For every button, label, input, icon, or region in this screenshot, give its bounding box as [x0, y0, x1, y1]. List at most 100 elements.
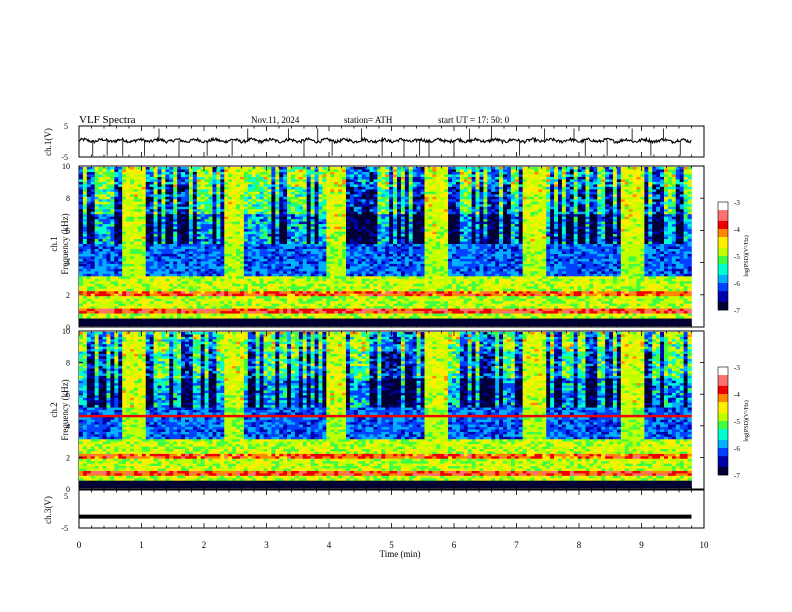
spectrogram-cell: [306, 308, 311, 312]
spectrogram-cell: [161, 241, 166, 245]
spectrogram-cell: [165, 201, 170, 205]
spectrogram-cell: [373, 174, 378, 178]
spectrogram-cell: [153, 229, 158, 232]
spectrogram-cell: [330, 167, 335, 170]
spectrogram-cell: [86, 231, 92, 235]
spectrogram-cell: [326, 236, 331, 240]
spectrogram-cell: [291, 209, 296, 213]
spectrogram-cell: [145, 214, 150, 217]
spectrogram-cell: [298, 184, 304, 188]
spectrogram-cell: [373, 216, 378, 220]
spectrogram-cell: [200, 283, 205, 287]
spectrogram-cell: [106, 321, 111, 324]
spectrogram-cell: [228, 271, 233, 275]
spectrogram-cell: [279, 204, 284, 208]
spectrogram-cell: [236, 184, 241, 188]
spectrogram-cell: [322, 204, 327, 208]
spectrogram-cell: [141, 296, 147, 299]
spectrogram-cell: [153, 271, 158, 275]
spectrogram-cell: [153, 204, 158, 208]
spectrogram-cell: [220, 298, 225, 302]
spectrogram-cell: [271, 221, 276, 225]
spectrogram-cell: [161, 278, 166, 282]
spectrogram-cell: [126, 196, 131, 200]
spectrogram-cell: [196, 288, 202, 292]
spectrogram-cell: [228, 256, 233, 260]
spectrogram-cell: [102, 234, 107, 237]
spectrogram-cell: [365, 194, 370, 198]
spectrogram-cell: [169, 214, 174, 217]
spectrogram-cell: [259, 179, 264, 183]
spectrogram-cell: [169, 246, 174, 250]
spectrogram-cell: [330, 321, 335, 324]
spectrogram-cell: [287, 214, 292, 217]
spectrogram-cell: [204, 301, 209, 304]
spectrogram-cell: [137, 266, 143, 270]
spectrogram-cell: [259, 258, 264, 262]
spectrogram-cell: [177, 236, 182, 240]
spectrogram-cell: [318, 276, 323, 280]
spectrogram-cell: [291, 298, 296, 302]
spectrogram-cell: [298, 224, 304, 227]
spectrogram-cell: [224, 174, 229, 178]
spectrogram-cell: [94, 214, 99, 217]
spectrogram-cell: [98, 179, 103, 183]
spectrogram-cell: [141, 298, 147, 302]
spectrogram-cell: [130, 201, 135, 205]
spectrogram-cell: [228, 179, 233, 183]
spectrogram-cell: [224, 244, 229, 247]
spectrogram-cell: [126, 283, 131, 287]
spectrogram-cell: [369, 196, 374, 200]
spectrogram-cell: [255, 239, 260, 242]
spectrogram-cell: [153, 268, 158, 272]
spectrogram-cell: [86, 298, 92, 302]
spectrogram-cell: [263, 244, 268, 247]
spectrogram-cell: [145, 246, 150, 250]
spectrogram-cell: [353, 224, 359, 227]
spectrogram-cell: [259, 209, 264, 213]
spectrogram-cell: [298, 221, 304, 225]
spectrogram-cell: [208, 301, 213, 304]
spectrogram-cell: [228, 273, 233, 277]
spectrogram-cell: [342, 216, 347, 220]
spectrogram-cell: [200, 231, 205, 235]
spectrogram-cell: [345, 258, 351, 262]
spectrogram-cell: [279, 266, 284, 270]
spectrogram-cell: [255, 318, 260, 322]
spectrogram-cell: [224, 256, 229, 260]
spectrogram-cell: [149, 248, 154, 252]
spectrogram-cell: [224, 169, 229, 173]
spectrogram-cell: [298, 288, 304, 292]
spectrogram-cell: [177, 316, 182, 319]
spectrogram-cell: [114, 256, 119, 260]
spectrogram-cell: [338, 167, 343, 170]
spectrogram-cell: [239, 239, 245, 242]
spectrogram-cell: [275, 318, 280, 322]
spectrogram-cell: [326, 288, 331, 292]
spectrogram-cell: [204, 251, 209, 255]
spectrogram-cell: [306, 234, 311, 237]
spectrogram-cell: [243, 263, 249, 267]
spectrogram-cell: [298, 296, 304, 299]
spectrogram-cell: [236, 244, 241, 247]
spectrogram-cell: [349, 167, 355, 170]
spectrogram-cell: [86, 196, 92, 200]
spectrogram-cell: [177, 251, 182, 255]
spectrogram-cell: [283, 244, 288, 247]
spectrogram-cell: [342, 283, 347, 287]
spectrogram-cell: [353, 256, 359, 260]
spectrogram-cell: [291, 246, 296, 250]
spectrogram-cell: [208, 311, 213, 314]
spectrogram-cell: [204, 171, 209, 175]
spectrogram-cell: [79, 186, 84, 190]
spectrogram-cell: [361, 271, 366, 275]
spectrogram-cell: [298, 236, 304, 240]
spectrogram-cell: [145, 174, 150, 178]
spectrogram-cell: [188, 321, 194, 324]
spectrogram-cell: [279, 283, 284, 287]
spectrogram-cell: [169, 288, 174, 292]
spectrogram-cell: [79, 231, 84, 235]
spectrogram-cell: [82, 189, 88, 193]
spectrogram-cell: [90, 174, 96, 178]
spectrogram-cell: [106, 189, 111, 193]
